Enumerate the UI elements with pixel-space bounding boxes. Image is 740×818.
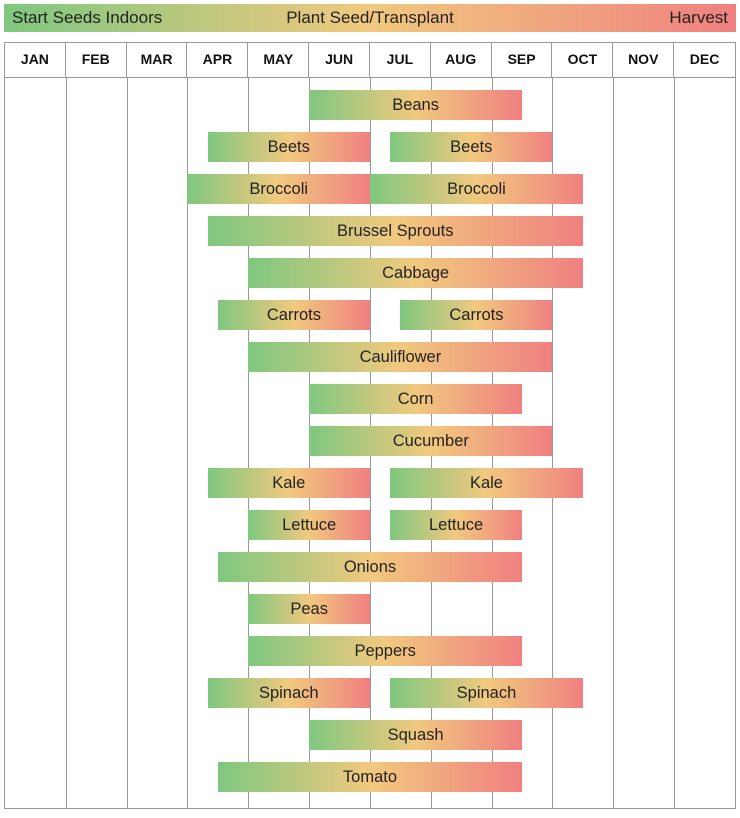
crop-label: Lettuce — [282, 516, 336, 535]
crop-label: Cauliflower — [360, 348, 442, 367]
month-header: MAY — [248, 43, 309, 77]
crop-bar: Spinach — [390, 678, 583, 708]
crop-bar: Broccoli — [370, 174, 583, 204]
crop-bar: Carrots — [218, 300, 370, 330]
crop-label: Tomato — [343, 768, 397, 787]
crop-label: Beans — [392, 96, 439, 115]
month-header: SEP — [492, 43, 553, 77]
crop-bar: Lettuce — [390, 510, 522, 540]
crop-bar: Cucumber — [309, 426, 552, 456]
month-header: OCT — [552, 43, 613, 77]
crop-label: Peppers — [354, 642, 415, 661]
crop-bar: Brussel Sprouts — [208, 216, 583, 246]
month-header: JUN — [309, 43, 370, 77]
crop-label: Beets — [450, 138, 492, 157]
month-header: DEC — [674, 43, 735, 77]
crop-bar: Tomato — [218, 762, 522, 792]
crop-label: Squash — [388, 726, 444, 745]
crop-label: Kale — [470, 474, 503, 493]
crop-bar: Cabbage — [248, 258, 583, 288]
crop-bar: Cauliflower — [248, 342, 552, 372]
crop-label: Kale — [272, 474, 305, 493]
crop-label: Cabbage — [382, 264, 449, 283]
crop-bar: Broccoli — [187, 174, 369, 204]
crop-label: Onions — [344, 558, 396, 577]
crop-label: Cucumber — [393, 432, 469, 451]
month-header: AUG — [431, 43, 492, 77]
crop-label: Broccoli — [447, 180, 506, 199]
crop-label: Carrots — [267, 306, 321, 325]
month-header-row: JANFEBMARAPRMAYJUNJULAUGSEPOCTNOVDEC — [5, 42, 735, 78]
crop-label: Broccoli — [249, 180, 308, 199]
grid-line — [674, 78, 675, 808]
crop-bar: Beets — [390, 132, 552, 162]
crop-bar: Corn — [309, 384, 522, 414]
month-header: JUL — [370, 43, 431, 77]
month-header: NOV — [613, 43, 674, 77]
crop-bar: Spinach — [208, 678, 370, 708]
grid-line — [127, 78, 128, 808]
crop-bar: Onions — [218, 552, 522, 582]
legend-mid: Plant Seed/Transplant — [286, 8, 454, 28]
grid-line — [613, 78, 614, 808]
month-header: FEB — [66, 43, 127, 77]
month-header: APR — [187, 43, 248, 77]
crop-bar: Carrots — [400, 300, 552, 330]
crop-bar: Beans — [309, 90, 522, 120]
crop-bar: Kale — [390, 468, 583, 498]
crop-label: Beets — [268, 138, 310, 157]
legend-left: Start Seeds Indoors — [12, 8, 162, 28]
crop-bar: Squash — [309, 720, 522, 750]
legend-bar: Start Seeds Indoors Plant Seed/Transplan… — [4, 4, 736, 32]
crop-bar: Lettuce — [248, 510, 370, 540]
month-header: MAR — [127, 43, 188, 77]
crop-label: Peas — [290, 600, 328, 619]
crop-bar: Peppers — [248, 636, 522, 666]
crop-label: Brussel Sprouts — [337, 222, 453, 241]
planting-chart: JANFEBMARAPRMAYJUNJULAUGSEPOCTNOVDEC Bea… — [4, 42, 736, 809]
crop-bar: Beets — [208, 132, 370, 162]
crop-bar: Peas — [248, 594, 370, 624]
legend-right: Harvest — [669, 8, 728, 28]
crop-label: Lettuce — [429, 516, 483, 535]
crop-label: Spinach — [457, 684, 517, 703]
crop-label: Corn — [398, 390, 434, 409]
crop-label: Spinach — [259, 684, 319, 703]
chart-grid: Beans Beets Beets Broccoli Broccoli Brussel S… — [5, 78, 735, 808]
crop-bar: Kale — [208, 468, 370, 498]
month-header: JAN — [5, 43, 66, 77]
crop-label: Carrots — [449, 306, 503, 325]
grid-line — [66, 78, 67, 808]
